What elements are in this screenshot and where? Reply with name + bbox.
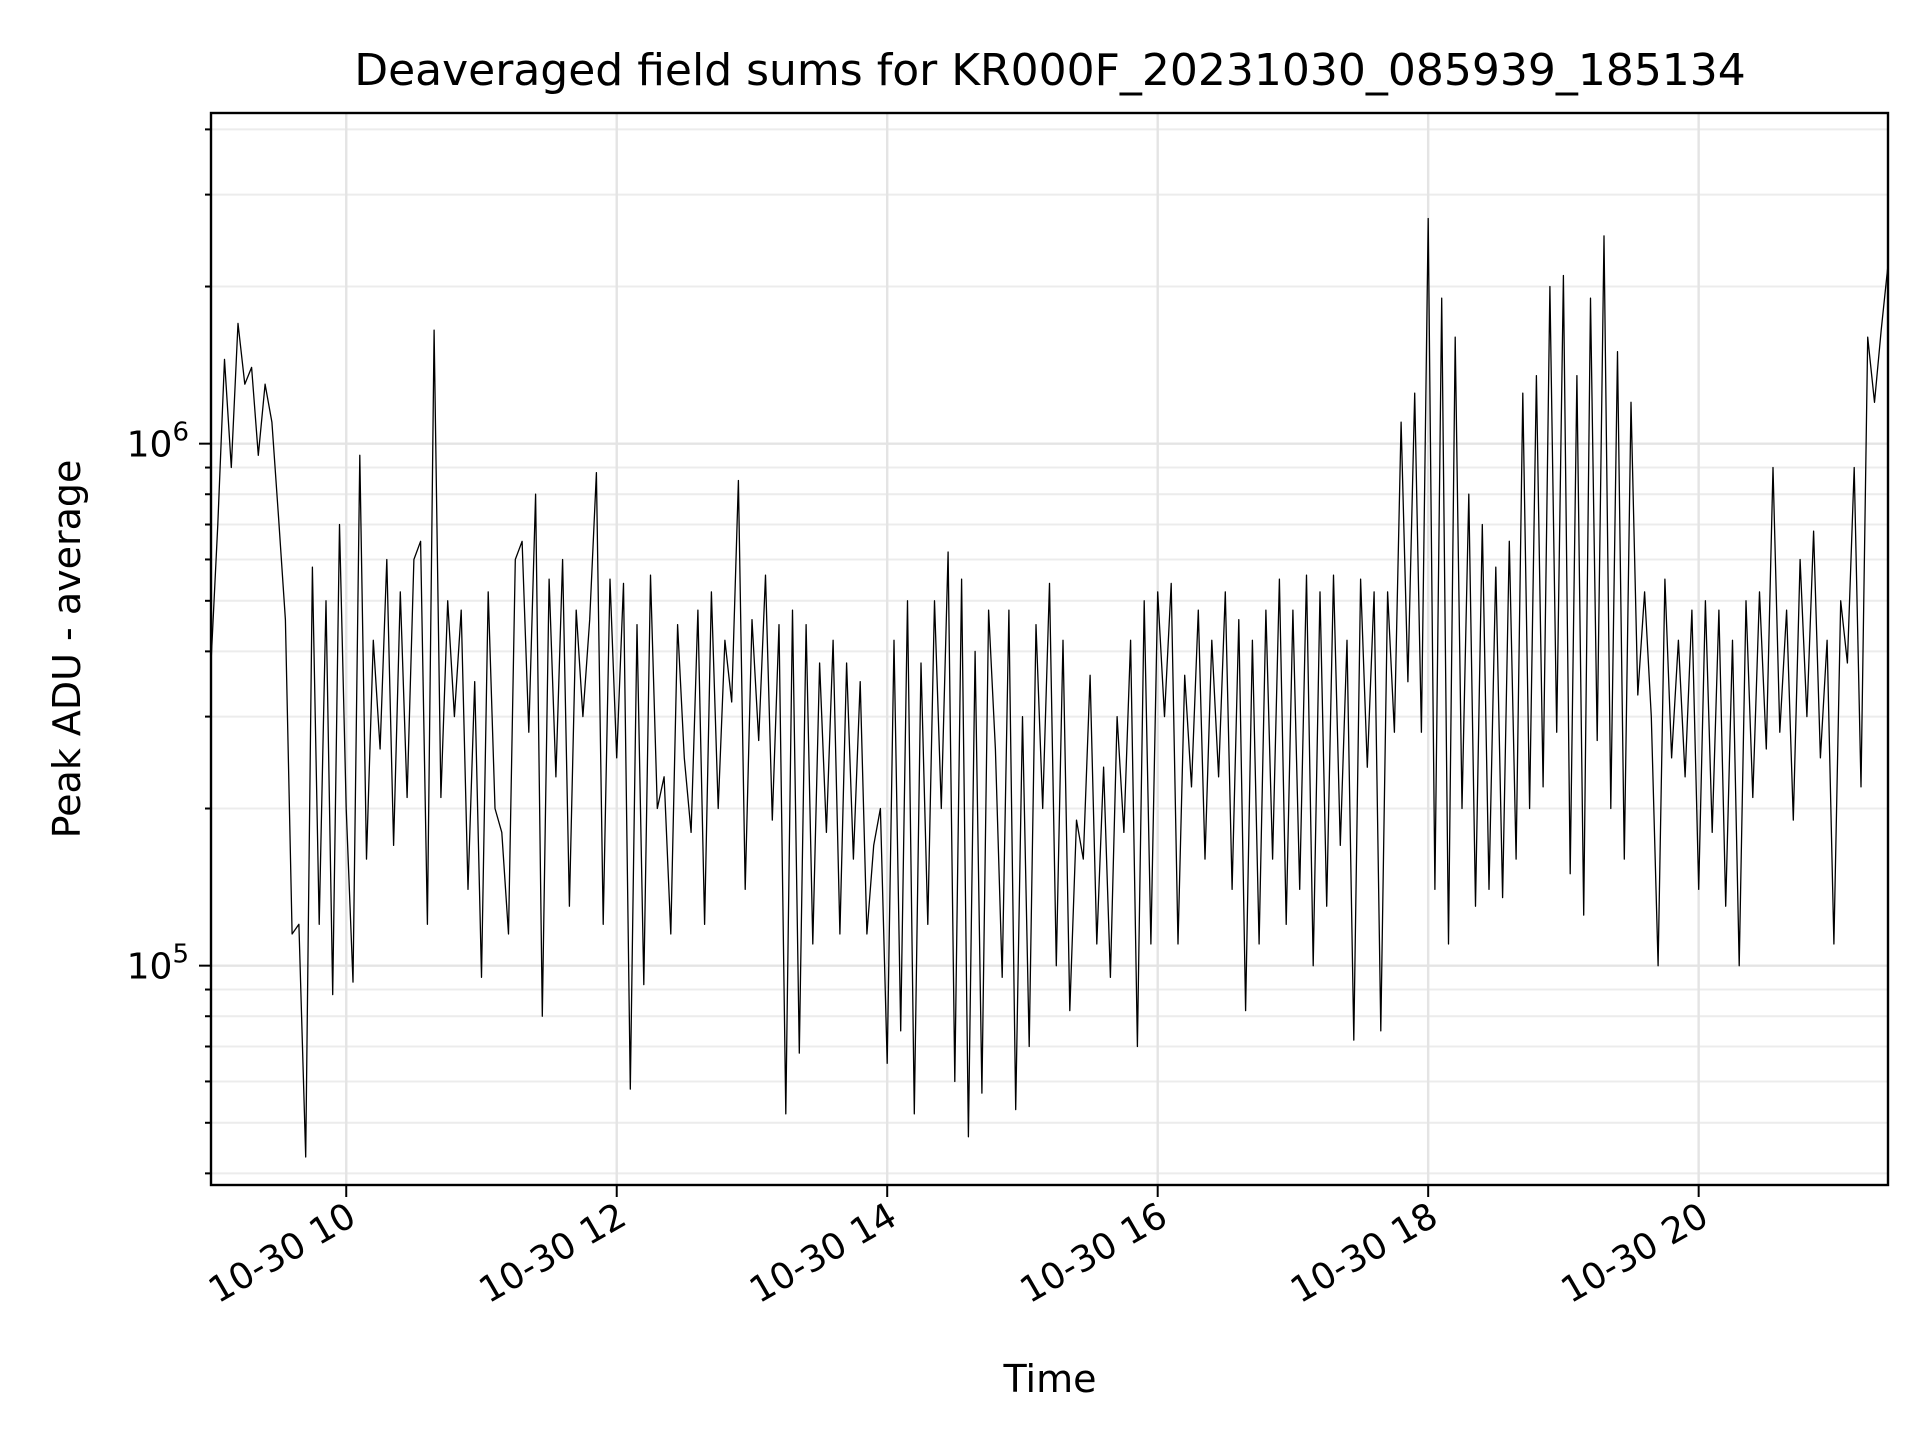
chart-title: Deaveraged field sums for KR000F_2023103… [354, 45, 1746, 96]
series-line [210, 217, 1889, 1158]
y-axis-label: Peak ADU - average [45, 460, 89, 839]
series-layer [210, 217, 1889, 1158]
y-tick-label: 105 [127, 940, 189, 988]
x-axis-label: Time [1003, 1357, 1097, 1401]
y-axis: 105 106 [127, 128, 211, 1175]
plot-frame [209, 111, 1890, 1187]
y-tick-label: 106 [127, 418, 189, 466]
